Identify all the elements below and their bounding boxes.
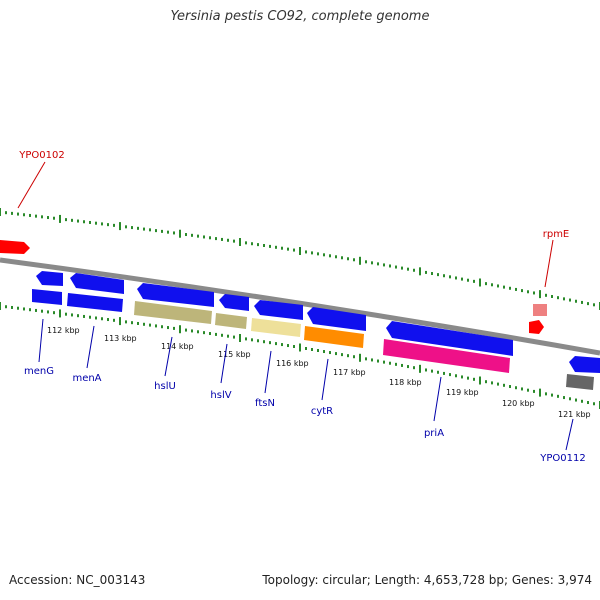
gene-arrow-ypo0102[interactable] [0, 240, 30, 254]
callout-line-pria [433, 376, 442, 422]
gene-label-mena[interactable]: menA [72, 373, 101, 384]
gene-arrow-pria[interactable] [386, 321, 513, 356]
callout-line-rpme [544, 239, 554, 288]
gene-bar-ypo0112[interactable] [566, 374, 594, 390]
genome-backbone [0, 257, 600, 356]
callout-line-ypo0102 [17, 161, 46, 209]
gene-label-ftsn[interactable]: ftsN [255, 398, 275, 409]
tick-label-114: 114 kbp [161, 342, 194, 351]
callout-line-meng [38, 318, 44, 363]
callout-line-ypo0112 [565, 418, 574, 451]
gene-arrow-hslu[interactable] [137, 283, 214, 307]
tick-label-112: 112 kbp [47, 326, 80, 335]
gene-box-rpme[interactable] [533, 304, 547, 316]
gene-label-ypo0112[interactable]: YPO0112 [539, 453, 585, 464]
callout-line-ftsn [264, 350, 272, 394]
gene-arrow-ypo0112[interactable] [569, 356, 600, 373]
chart-title: Yersinia pestis CO92, complete genome [170, 9, 430, 24]
callout-line-hslu [164, 336, 173, 377]
accession-text: Accession: NC_003143 [9, 573, 146, 587]
tick-label-113: 113 kbp [104, 334, 137, 343]
gene-label-ypo0102[interactable]: YPO0102 [18, 150, 64, 161]
genome-summary-text: Topology: circular; Length: 4,653,728 bp… [262, 573, 592, 587]
gene-bar-cytr[interactable] [304, 326, 364, 348]
tick-label-115: 115 kbp [218, 350, 251, 359]
gene-bar-ftsn[interactable] [251, 318, 301, 337]
gene-label-hslv[interactable]: hslV [210, 390, 231, 401]
gene-label-rpme[interactable]: rpmE [543, 229, 570, 240]
gene-arrow-rpme[interactable] [529, 320, 544, 334]
tick-label-119: 119 kbp [446, 388, 479, 397]
tick-label-117: 117 kbp [333, 368, 366, 377]
tick-label-121: 121 kbp [558, 410, 591, 419]
outer-tick-ring [0, 208, 600, 310]
gene-label-hslu[interactable]: hslU [154, 381, 176, 392]
inner-tick-ring [0, 302, 600, 409]
callout-line-hslv [220, 343, 228, 384]
gene-bar-meng[interactable] [32, 289, 62, 305]
tick-label-116: 116 kbp [276, 359, 309, 368]
gene-arrow-ftsn[interactable] [254, 300, 303, 320]
callout-line-mena [86, 325, 95, 369]
tick-label-120: 120 kbp [502, 399, 535, 408]
gene-bar-mena[interactable] [67, 293, 123, 312]
gene-arrow-hslv[interactable] [219, 294, 249, 311]
gene-bar-hslu[interactable] [134, 301, 212, 324]
gene-label-pria[interactable]: priA [424, 428, 444, 439]
gene-bar-hslv[interactable] [215, 313, 247, 329]
gene-arrow-meng[interactable] [36, 271, 63, 286]
gene-arrow-cytr[interactable] [307, 307, 366, 331]
gene-label-cytr[interactable]: cytR [311, 406, 333, 417]
gene-bar-pria[interactable] [383, 339, 510, 373]
tick-label-118: 118 kbp [389, 378, 422, 387]
gene-label-meng[interactable]: menG [24, 366, 54, 377]
gene-arrow-mena[interactable] [70, 273, 124, 294]
callout-line-cytr [321, 358, 329, 401]
